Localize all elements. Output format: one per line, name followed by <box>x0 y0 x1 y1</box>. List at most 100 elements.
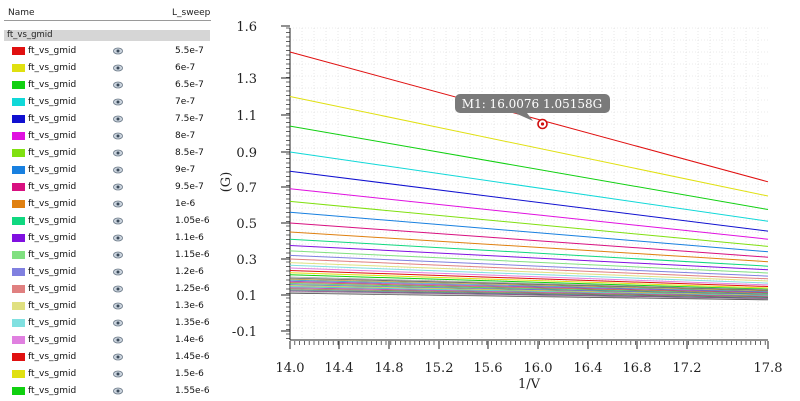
legend-row[interactable]: ft_vs_gmid 8.5e-7 <box>0 146 215 163</box>
visibility-eye-icon[interactable] <box>113 81 123 89</box>
trace-name: ft_vs_gmid <box>28 284 77 294</box>
x-tick-label: 14.0 <box>276 361 305 376</box>
trace-line[interactable] <box>289 290 769 299</box>
visibility-eye-icon[interactable] <box>113 251 123 259</box>
visibility-eye-icon[interactable] <box>113 149 123 157</box>
visibility-eye-icon[interactable] <box>113 47 123 55</box>
trace-line[interactable] <box>289 292 769 301</box>
y-tick-label: 1.6 <box>236 20 257 35</box>
trace-line[interactable] <box>289 231 769 263</box>
visibility-eye-icon[interactable] <box>113 166 123 174</box>
trace-line[interactable] <box>289 238 769 267</box>
visibility-eye-icon[interactable] <box>113 268 123 276</box>
trace-line[interactable] <box>289 125 769 210</box>
legend-row[interactable]: ft_vs_gmid 1.5e-6 <box>0 367 215 384</box>
trace-line[interactable] <box>289 188 769 240</box>
legend-row[interactable]: ft_vs_gmid 9.5e-7 <box>0 180 215 197</box>
color-swatch <box>12 217 25 225</box>
visibility-eye-icon[interactable] <box>113 353 123 361</box>
marker-tooltip[interactable] <box>455 94 610 113</box>
legend-row[interactable]: ft_vs_gmid 1.4e-6 <box>0 333 215 350</box>
legend-row[interactable]: ft_vs_gmid 1.25e-6 <box>0 282 215 299</box>
trace-line[interactable] <box>289 170 769 232</box>
visibility-eye-icon[interactable] <box>113 64 123 72</box>
visibility-eye-icon[interactable] <box>113 370 123 378</box>
trace-line[interactable] <box>289 283 769 295</box>
sweep-value: 1e-6 <box>175 199 196 209</box>
legend-row[interactable]: ft_vs_gmid 6e-7 <box>0 61 215 78</box>
trace-line[interactable] <box>289 267 769 286</box>
legend-row[interactable]: ft_vs_gmid 1.2e-6 <box>0 265 215 282</box>
trace-line[interactable] <box>289 200 769 247</box>
trace-line[interactable] <box>289 264 769 284</box>
legend-row[interactable]: ft_vs_gmid 1.15e-6 <box>0 248 215 265</box>
header-divider <box>4 20 211 21</box>
trace-line[interactable] <box>289 284 769 295</box>
legend-row[interactable]: ft_vs_gmid 1.3e-6 <box>0 299 215 316</box>
trace-line[interactable] <box>289 276 769 290</box>
trace-line[interactable] <box>289 287 769 297</box>
trace-line[interactable] <box>289 270 769 287</box>
legend-row[interactable]: ft_vs_gmid 7.5e-7 <box>0 112 215 129</box>
trace-line[interactable] <box>289 274 769 290</box>
visibility-eye-icon[interactable] <box>113 132 123 140</box>
trace-line[interactable] <box>289 291 769 300</box>
trace-line[interactable] <box>289 245 769 271</box>
visibility-eye-icon[interactable] <box>113 234 123 242</box>
visibility-eye-icon[interactable] <box>113 217 123 225</box>
value-column-header[interactable]: L_sweep <box>172 8 211 18</box>
x-tick-label: 14.8 <box>375 361 404 376</box>
trace-line[interactable] <box>289 285 769 296</box>
trace-line[interactable] <box>289 282 769 294</box>
y-tick-label: 0.3 <box>236 253 257 268</box>
trace-line[interactable] <box>289 211 769 253</box>
x-tick-label: 16.4 <box>574 361 603 376</box>
legend-row[interactable]: ft_vs_gmid 5.5e-7 <box>0 44 215 61</box>
visibility-eye-icon[interactable] <box>113 319 123 327</box>
trace-line[interactable] <box>289 286 769 297</box>
plot-area[interactable]: 14.0 14.4 14.8 15.2 15.6 16.0 16.4 16.8 17.2 17.8… <box>215 0 800 400</box>
trace-line[interactable] <box>289 277 769 291</box>
legend-row[interactable]: ft_vs_gmid 1.05e-6 <box>0 214 215 231</box>
trace-line[interactable] <box>289 272 769 289</box>
sweep-value: 7e-7 <box>175 97 196 107</box>
trace-line[interactable] <box>289 151 769 222</box>
trace-line[interactable] <box>289 279 769 293</box>
trace-line[interactable] <box>289 96 769 197</box>
legend-row[interactable]: ft_vs_gmid 8e-7 <box>0 129 215 146</box>
legend-row[interactable]: ft_vs_gmid 9e-7 <box>0 163 215 180</box>
trace-line[interactable] <box>289 280 769 293</box>
trace-line[interactable] <box>289 278 769 292</box>
name-column-header[interactable]: Name <box>8 8 35 18</box>
trace-line[interactable] <box>289 262 769 282</box>
legend-row[interactable]: ft_vs_gmid 1.1e-6 <box>0 231 215 248</box>
legend-row[interactable]: ft_vs_gmid 1e-6 <box>0 197 215 214</box>
visibility-eye-icon[interactable] <box>113 387 123 395</box>
legend-group[interactable]: ft_vs_gmid <box>4 30 210 41</box>
color-swatch <box>12 370 25 378</box>
legend-row[interactable]: ft_vs_gmid 1.55e-6 <box>0 384 215 401</box>
visibility-eye-icon[interactable] <box>113 302 123 310</box>
color-swatch <box>12 64 25 72</box>
trace-line[interactable] <box>289 288 769 298</box>
legend-row[interactable]: ft_vs_gmid 1.45e-6 <box>0 350 215 367</box>
trace-line[interactable] <box>289 258 769 280</box>
color-swatch <box>12 166 25 174</box>
visibility-eye-icon[interactable] <box>113 98 123 106</box>
sweep-value: 9e-7 <box>175 165 196 175</box>
legend-row[interactable]: ft_vs_gmid 6.5e-7 <box>0 78 215 95</box>
trace-line[interactable] <box>289 289 769 299</box>
trace-line[interactable] <box>289 222 769 258</box>
visibility-eye-icon[interactable] <box>113 285 123 293</box>
visibility-eye-icon[interactable] <box>113 115 123 123</box>
sweep-value: 1.1e-6 <box>175 233 204 243</box>
legend-row[interactable]: ft_vs_gmid 1.35e-6 <box>0 316 215 333</box>
legend-row[interactable]: ft_vs_gmid 7e-7 <box>0 95 215 112</box>
trace-line[interactable] <box>289 254 769 277</box>
x-axis-label: 1/V <box>518 377 541 392</box>
color-swatch <box>12 285 25 293</box>
visibility-eye-icon[interactable] <box>113 336 123 344</box>
visibility-eye-icon[interactable] <box>113 200 123 208</box>
trace-line[interactable] <box>289 250 769 274</box>
visibility-eye-icon[interactable] <box>113 183 123 191</box>
